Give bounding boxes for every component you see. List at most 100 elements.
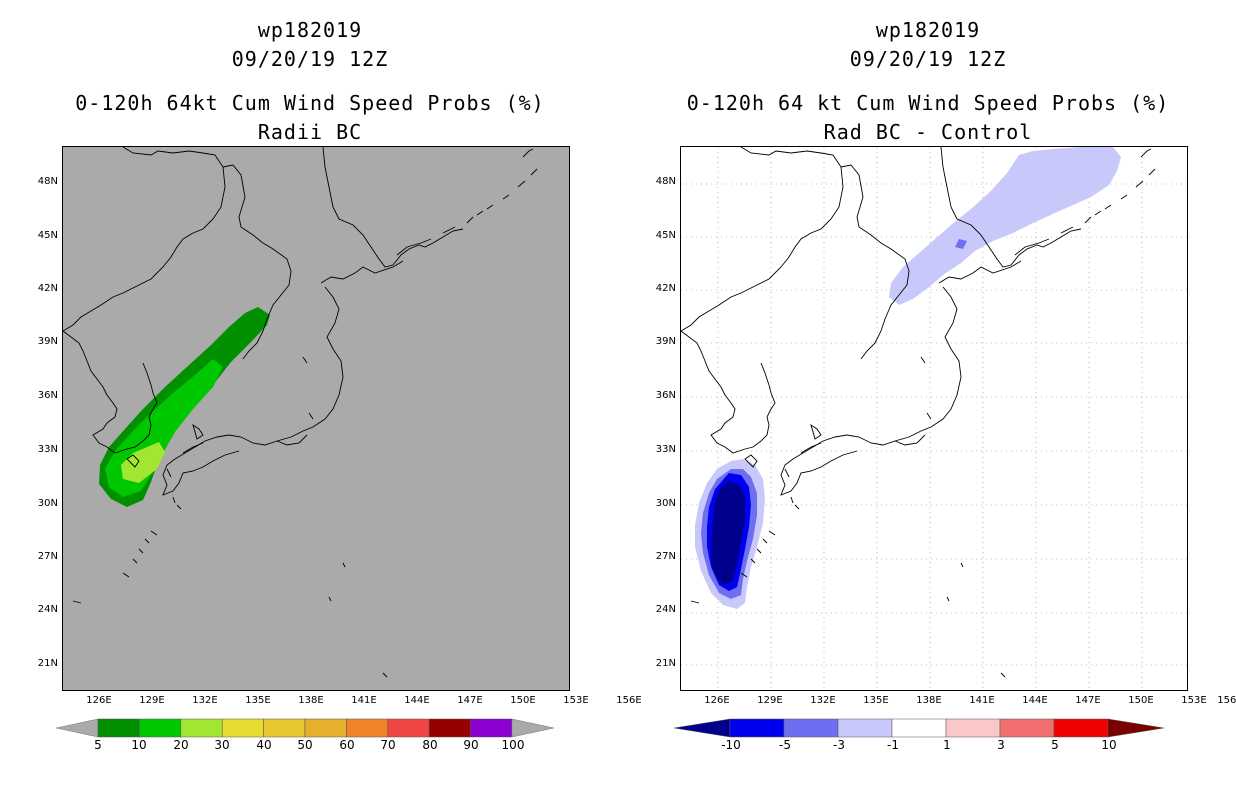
left-colorbar-swatch	[139, 718, 182, 738]
right-lon-label: 153E	[1181, 695, 1207, 706]
left-colorbar-under-arrow	[56, 718, 99, 738]
right-colorbar-swatch	[783, 718, 839, 738]
right-lon-label: 126E	[704, 695, 730, 706]
right-lat-label: 42N	[655, 283, 676, 294]
left-lon-label: 153E	[563, 695, 589, 706]
left-colorbar-swatch	[304, 718, 347, 738]
right-map-background	[681, 147, 1187, 690]
right-colorbar-swatch	[729, 718, 785, 738]
left-lon-label: 147E	[457, 695, 483, 706]
right-colorbar-label: 10	[1101, 738, 1117, 752]
right-lon-label: 141E	[969, 695, 995, 706]
left-lon-label: 126E	[86, 695, 112, 706]
right-colorbar-label: -5	[779, 738, 791, 752]
left-lon-label: 135E	[245, 695, 271, 706]
right-colorbar-swatch	[891, 718, 947, 738]
right-lon-label: 144E	[1022, 695, 1048, 706]
left-colorbar-swatch	[263, 718, 306, 738]
left-colorbar	[56, 718, 555, 738]
right-lat-label: 45N	[655, 230, 676, 241]
left-lat-label: 36N	[37, 390, 58, 401]
left-colorbar-label: 100	[501, 738, 525, 752]
right-title: wp182019 09/20/19 12Z 0-120h 64 kt Cum W…	[648, 16, 1208, 147]
left-title-datetime: 09/20/19 12Z	[231, 47, 389, 71]
left-lat-label: 48N	[37, 176, 58, 187]
right-colorbar-label: 3	[997, 738, 1005, 752]
right-lat-label: 39N	[655, 336, 676, 347]
right-title-storm-id: wp182019	[875, 18, 981, 42]
right-colorbar-swatch	[999, 718, 1055, 738]
left-colorbar-label: 60	[339, 738, 355, 752]
left-lon-label: 138E	[298, 695, 324, 706]
right-difference-field	[695, 147, 1121, 609]
left-probability-swath	[99, 307, 270, 507]
left-lon-label: 150E	[510, 695, 536, 706]
left-lat-label: 33N	[37, 444, 58, 455]
right-colorbar-swatches	[674, 718, 1165, 738]
right-title-subtitle: Rad BC - Control	[823, 120, 1033, 144]
left-lat-label: 21N	[37, 658, 58, 669]
right-coastlines	[681, 147, 1156, 678]
right-colorbar-swatch	[837, 718, 893, 738]
left-map-panel	[62, 146, 570, 691]
right-colorbar-label: -1	[887, 738, 899, 752]
right-title-product: 0-120h 64 kt Cum Wind Speed Probs (%)	[686, 91, 1170, 115]
right-map-svg	[681, 147, 1187, 690]
left-colorbar-label: 10	[131, 738, 147, 752]
right-colorbar-swatch	[1107, 718, 1165, 738]
right-colorbar-swatch	[1053, 718, 1109, 738]
right-lon-label: 135E	[863, 695, 889, 706]
left-colorbar-label: 70	[380, 738, 396, 752]
left-lat-label: 45N	[37, 230, 58, 241]
left-colorbar-swatch	[180, 718, 223, 738]
left-lat-label: 24N	[37, 604, 58, 615]
right-lon-label: 147E	[1075, 695, 1101, 706]
right-colorbar-swatch	[674, 718, 731, 738]
right-lon-label: 138E	[916, 695, 942, 706]
left-colorbar-label: 40	[256, 738, 272, 752]
right-title-datetime: 09/20/19 12Z	[849, 47, 1007, 71]
left-lon-label: 144E	[404, 695, 430, 706]
right-lat-label: 30N	[655, 498, 676, 509]
right-colorbar-swatch	[945, 718, 1001, 738]
left-colorbar-swatch	[97, 718, 140, 738]
left-colorbar-label: 90	[463, 738, 479, 752]
right-colorbar-label: 1	[943, 738, 951, 752]
left-title-subtitle: Radii BC	[257, 120, 363, 144]
right-lat-label: 36N	[655, 390, 676, 401]
left-lat-label: 30N	[37, 498, 58, 509]
left-lat-label: 42N	[37, 283, 58, 294]
left-colorbar-over-arrow	[511, 718, 555, 738]
left-coastlines	[63, 147, 538, 678]
right-lon-label: 129E	[757, 695, 783, 706]
left-colorbar-label: 50	[297, 738, 313, 752]
left-lon-label: 129E	[139, 695, 165, 706]
left-colorbar-label: 30	[214, 738, 230, 752]
left-colorbar-swatch	[221, 718, 264, 738]
left-title: wp182019 09/20/19 12Z 0-120h 64kt Cum Wi…	[30, 16, 590, 147]
right-map-panel	[680, 146, 1188, 691]
left-colorbar-swatch	[428, 718, 471, 738]
right-lat-label: 21N	[655, 658, 676, 669]
left-map-svg	[63, 147, 569, 690]
left-colorbar-label: 5	[94, 738, 102, 752]
left-colorbar-swatch	[346, 718, 389, 738]
left-colorbar-swatch	[387, 718, 430, 738]
right-lon-label: 156E	[1217, 695, 1236, 706]
left-lon-label: 132E	[192, 695, 218, 706]
left-lon-label: 156E	[616, 695, 642, 706]
right-colorbar-label: 5	[1051, 738, 1059, 752]
right-lat-label: 27N	[655, 551, 676, 562]
left-colorbar-label: 80	[422, 738, 438, 752]
right-colorbar-label: -10	[721, 738, 741, 752]
right-colorbar-label: -3	[833, 738, 845, 752]
right-colorbar	[674, 718, 1165, 738]
left-lat-label: 27N	[37, 551, 58, 562]
left-colorbar-swatch	[470, 718, 513, 738]
right-lon-label: 150E	[1128, 695, 1154, 706]
left-colorbar-label: 20	[173, 738, 189, 752]
right-lat-label: 33N	[655, 444, 676, 455]
left-lat-label: 39N	[37, 336, 58, 347]
left-lon-label: 141E	[351, 695, 377, 706]
left-title-product: 0-120h 64kt Cum Wind Speed Probs (%)	[75, 91, 545, 115]
